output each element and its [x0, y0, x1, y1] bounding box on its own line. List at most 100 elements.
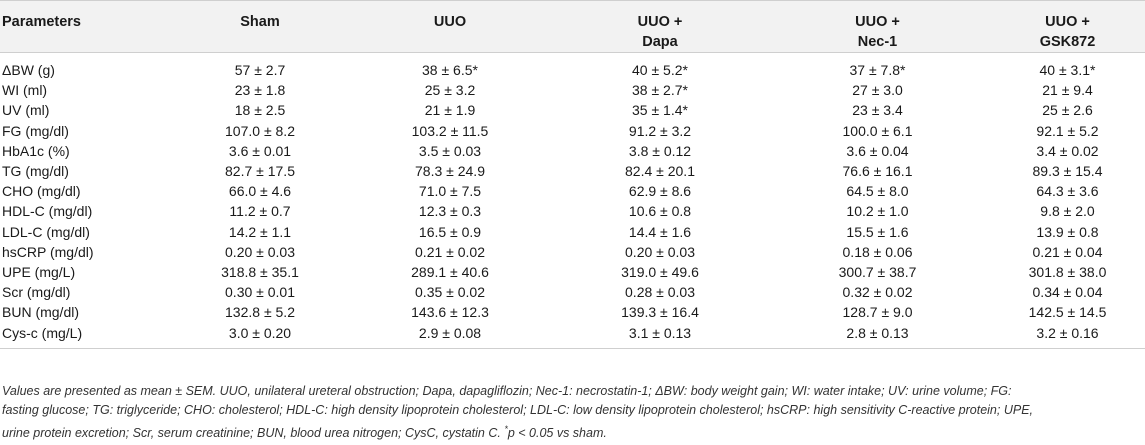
cell-sham: 107.0 ± 8.2	[225, 122, 295, 139]
cell-uuo: 16.5 ± 0.9	[418, 223, 482, 240]
cell-uuo: 0.35 ± 0.02	[415, 284, 485, 301]
table-row: WI (ml) 23 ± 1.8 25 ± 3.2 38 ± 2.7* 27 ± 3.0…	[0, 80, 1145, 100]
header-uuo-dapa: UUO + Dapa	[555, 0, 765, 53]
cell-nec1: 10.2 ± 1.0	[846, 203, 909, 220]
row-parameter: TG (mg/dl)	[2, 163, 69, 180]
cell-sham: 23 ± 1.8	[234, 82, 286, 99]
cell-dapa: 91.2 ± 3.2	[628, 122, 692, 139]
cell-uuo: 38 ± 6.5*	[422, 62, 478, 78]
cell-gsk: 301.8 ± 38.0	[1028, 264, 1107, 281]
table-footnote: Values are presented as mean ± SEM. UUO,…	[2, 382, 1142, 443]
table-row: HDL-C (mg/dl) 11.2 ± 0.7 12.3 ± 0.3 10.6 ± …	[0, 201, 1145, 221]
row-parameter: ΔBW (g)	[2, 62, 55, 78]
table-row: CHO (mg/dl) 66.0 ± 4.6 71.0 ± 7.5 62.9 ± 8.…	[0, 181, 1145, 201]
cell-gsk: 92.1 ± 5.2	[1036, 122, 1099, 139]
cell-dapa: 3.1 ± 0.13	[555, 322, 765, 349]
cell-sham: 66.0 ± 4.6	[228, 183, 292, 200]
row-parameter: hsCRP (mg/dl)	[2, 243, 94, 260]
cell-dapa: 0.28 ± 0.03	[625, 284, 695, 301]
row-parameter: HbA1c (%)	[2, 142, 70, 159]
cell-sham: 0.20 ± 0.03	[225, 243, 295, 260]
header-row: Parameters Sham UUO UUO + Dapa UUO + Nec-1…	[0, 0, 1145, 53]
table-row: Cys-c (mg/L) 3.0 ± 0.20 2.9 ± 0.08 3.1 ± 0.…	[0, 322, 1145, 349]
cell-sham: 318.8 ± 35.1	[221, 264, 299, 281]
cell-dapa: 319.0 ± 49.6	[621, 264, 699, 281]
cell-sham: 18 ± 2.5	[234, 102, 286, 119]
cell-gsk: 142.5 ± 14.5	[1028, 304, 1107, 321]
cell-nec1: 128.7 ± 9.0	[842, 304, 913, 321]
table-row: TG (mg/dl) 82.7 ± 17.5 78.3 ± 24.9 82.4 ± 2…	[0, 161, 1145, 181]
cell-dapa: 35 ± 1.4*	[632, 102, 688, 119]
cell-nec1: 2.8 ± 0.13	[765, 322, 990, 349]
cell-gsk: 3.4 ± 0.02	[1036, 142, 1099, 159]
cell-uuo: 71.0 ± 7.5	[418, 183, 482, 200]
row-parameter: UV (ml)	[2, 102, 50, 119]
cell-sham: 11.2 ± 0.7	[229, 203, 291, 220]
cell-gsk: 0.21 ± 0.04	[1032, 243, 1103, 260]
cell-dapa: 14.4 ± 1.6	[628, 223, 692, 240]
footnote-line-3: urine protein excretion; Scr, serum crea…	[2, 424, 607, 441]
table-row: FG (mg/dl) 107.0 ± 8.2 103.2 ± 11.5 91.2 ± …	[0, 121, 1145, 141]
header-uuo-gsk872: UUO + GSK872	[990, 0, 1145, 53]
header-uuo-nec1: UUO + Nec-1	[765, 0, 990, 53]
cell-gsk: 40 ± 3.1*	[1039, 62, 1096, 78]
cell-nec1: 3.6 ± 0.04	[846, 142, 909, 159]
table-row: HbA1c (%) 3.6 ± 0.01 3.5 ± 0.03 3.8 ± 0.12 3…	[0, 141, 1145, 161]
header-sham: Sham	[175, 0, 345, 53]
cell-dapa: 139.3 ± 16.4	[621, 304, 699, 321]
cell-nec1: 27 ± 3.0	[852, 82, 903, 99]
row-parameter: WI (ml)	[2, 82, 48, 99]
cell-sham: 3.0 ± 0.20	[175, 322, 345, 349]
cell-sham: 57 ± 2.7	[234, 62, 286, 78]
cell-nec1: 0.32 ± 0.02	[842, 284, 913, 301]
footnote-line-1: Values are presented as mean ± SEM. UUO,…	[2, 384, 1012, 398]
cell-sham: 82.7 ± 17.5	[225, 163, 295, 180]
cell-dapa: 40 ± 5.2*	[632, 62, 688, 78]
cell-uuo: 3.5 ± 0.03	[418, 142, 482, 159]
cell-nec1: 300.7 ± 38.7	[838, 264, 917, 281]
cell-uuo: 2.9 ± 0.08	[345, 322, 555, 349]
cell-gsk: 13.9 ± 0.8	[1036, 223, 1099, 240]
cell-uuo: 78.3 ± 24.9	[415, 163, 485, 180]
cell-uuo: 25 ± 3.2	[424, 82, 476, 99]
cell-nec1: 15.5 ± 1.6	[846, 223, 909, 240]
table-row: UPE (mg/L) 318.8 ± 35.1 289.1 ± 40.6 319.0 …	[0, 262, 1145, 282]
cell-dapa: 82.4 ± 20.1	[625, 163, 695, 180]
cell-uuo: 103.2 ± 11.5	[411, 122, 489, 139]
cell-nec1: 76.6 ± 16.1	[842, 163, 913, 180]
header-parameters: Parameters	[0, 0, 175, 53]
footnote-line-2: fasting glucose; TG: triglyceride; CHO: …	[2, 403, 1033, 417]
cell-sham: 132.8 ± 5.2	[225, 304, 295, 321]
cell-sham: 3.6 ± 0.01	[228, 142, 292, 159]
cell-uuo: 12.3 ± 0.3	[418, 203, 482, 220]
cell-uuo: 143.6 ± 12.3	[411, 304, 489, 321]
cell-gsk: 21 ± 9.4	[1042, 82, 1093, 99]
parameters-table: Parameters Sham UUO UUO + Dapa UUO + Nec-1…	[0, 0, 1145, 349]
table-row: BUN (mg/dl) 132.8 ± 5.2 143.6 ± 12.3 139.3 …	[0, 302, 1145, 322]
cell-dapa: 0.20 ± 0.03	[625, 243, 695, 260]
table-row: Scr (mg/dl) 0.30 ± 0.01 0.35 ± 0.02 0.28 ± …	[0, 282, 1145, 302]
cell-gsk: 0.34 ± 0.04	[1032, 284, 1103, 301]
row-parameter: LDL-C (mg/dl)	[2, 223, 90, 240]
cell-nec1: 37 ± 7.8*	[849, 62, 906, 78]
cell-gsk: 89.3 ± 15.4	[1032, 163, 1103, 180]
table-row: LDL-C (mg/dl) 14.2 ± 1.1 16.5 ± 0.9 14.4 ± …	[0, 222, 1145, 242]
cell-dapa: 3.8 ± 0.12	[628, 142, 692, 159]
table-row: hsCRP (mg/dl) 0.20 ± 0.03 0.21 ± 0.02 0.20 …	[0, 242, 1145, 262]
row-parameter: Scr (mg/dl)	[2, 284, 71, 301]
cell-nec1: 23 ± 3.4	[852, 102, 903, 119]
cell-sham: 0.30 ± 0.01	[225, 284, 295, 301]
cell-sham: 14.2 ± 1.1	[228, 223, 292, 240]
cell-nec1: 64.5 ± 8.0	[846, 183, 909, 200]
cell-dapa: 38 ± 2.7*	[632, 82, 688, 99]
cell-uuo: 0.21 ± 0.02	[415, 243, 485, 260]
cell-uuo: 21 ± 1.9	[424, 102, 476, 119]
cell-dapa: 10.6 ± 0.8	[628, 203, 692, 220]
cell-gsk: 25 ± 2.6	[1042, 102, 1093, 119]
cell-nec1: 100.0 ± 6.1	[842, 122, 913, 139]
row-parameter: HDL-C (mg/dl)	[2, 203, 93, 220]
row-parameter: CHO (mg/dl)	[2, 183, 81, 200]
cell-gsk: 9.8 ± 2.0	[1040, 203, 1095, 220]
row-parameter: BUN (mg/dl)	[2, 304, 80, 321]
